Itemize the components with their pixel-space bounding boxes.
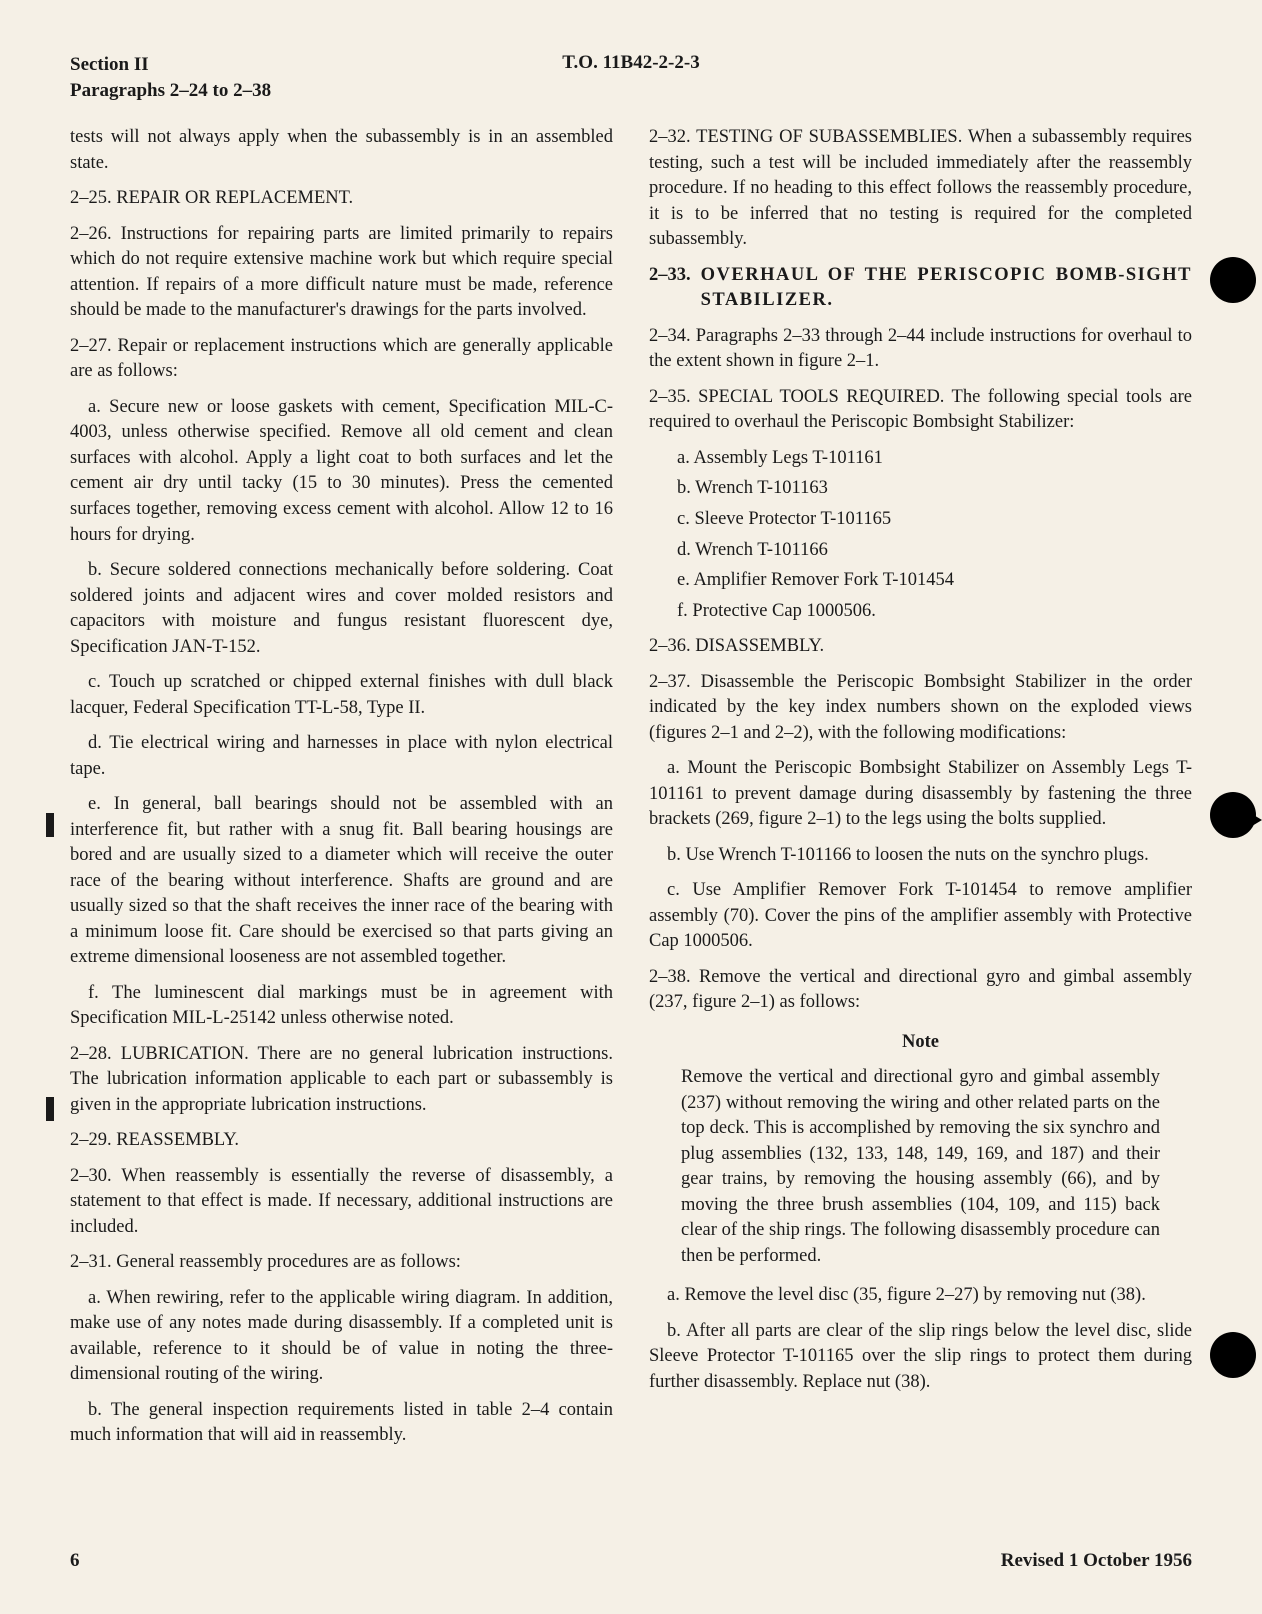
list-item: b. After all parts are clear of the slip… — [649, 1319, 1192, 1396]
note-body: Remove the vertical and directional gyro… — [681, 1065, 1160, 1269]
header-left: Section II Paragraphs 2–24 to 2–38 — [70, 52, 271, 103]
body-text: 2–37. Disassemble the Periscopic Bombsig… — [649, 670, 1192, 747]
section-heading: 2–33. OVERHAUL OF THE PERISCOPIC BOMB-SI… — [649, 263, 1192, 314]
note-block: Note Remove the vertical and directional… — [681, 1030, 1160, 1270]
list-item: f. The luminescent dial markings must be… — [70, 981, 613, 1032]
paragraph-heading: 2–29. REASSEMBLY. — [70, 1128, 613, 1154]
change-bar — [46, 813, 54, 837]
body-text: 2–27. Repair or replacement instructions… — [70, 334, 613, 385]
page-footer: 6 Revised 1 October 1956 — [70, 1550, 1192, 1572]
body-text: 2–30. When reassembly is essentially the… — [70, 1164, 613, 1241]
list-item: e. Amplifier Remover Fork T-101454 — [677, 568, 1192, 594]
punch-hole — [1210, 257, 1256, 303]
tech-order-number: T.O. 11B42-2-2-3 — [562, 52, 699, 74]
list-item: b. Secure soldered connections mechanica… — [70, 558, 613, 660]
revision-date: Revised 1 October 1956 — [1001, 1550, 1192, 1572]
section-title: OVERHAUL OF THE PERISCOPIC BOMB-SIGHT ST… — [701, 263, 1192, 314]
content-columns: tests will not always apply when the sub… — [70, 125, 1192, 1459]
list-item: b. Use Wrench T-101166 to loosen the nut… — [649, 843, 1192, 869]
section-number: 2–33. — [649, 263, 691, 314]
list-item: b. The general inspection requirements l… — [70, 1398, 613, 1449]
tool-list: a. Assembly Legs T-101161 b. Wrench T-10… — [677, 446, 1192, 624]
body-text: 2–35. SPECIAL TOOLS REQUIRED. The follow… — [649, 385, 1192, 436]
body-text: 2–38. Remove the vertical and directiona… — [649, 965, 1192, 1016]
list-item: a. When rewiring, refer to the applicabl… — [70, 1286, 613, 1388]
body-text: 2–31. General reassembly procedures are … — [70, 1250, 613, 1276]
list-item: c. Touch up scratched or chipped externa… — [70, 670, 613, 721]
note-title: Note — [681, 1030, 1160, 1056]
list-item: a. Mount the Periscopic Bombsight Stabil… — [649, 756, 1192, 833]
paragraph-range: Paragraphs 2–24 to 2–38 — [70, 78, 271, 104]
change-bar — [46, 1097, 54, 1121]
list-item: b. Wrench T-101163 — [677, 476, 1192, 502]
page: Section II Paragraphs 2–24 to 2–38 T.O. … — [70, 52, 1192, 1574]
punch-hole — [1210, 1332, 1256, 1378]
edge-notch — [1242, 808, 1262, 832]
body-text: 2–34. Paragraphs 2–33 through 2–44 inclu… — [649, 324, 1192, 375]
list-item: f. Protective Cap 1000506. — [677, 599, 1192, 625]
left-column: tests will not always apply when the sub… — [70, 125, 613, 1459]
list-item: a. Remove the level disc (35, figure 2–2… — [649, 1283, 1192, 1309]
section-label: Section II — [70, 52, 271, 78]
body-text: 2–32. TESTING OF SUBASSEMBLIES. When a s… — [649, 125, 1192, 253]
list-item: a. Assembly Legs T-101161 — [677, 446, 1192, 472]
list-item: e. In general, ball bearings should not … — [70, 792, 613, 971]
right-column: 2–32. TESTING OF SUBASSEMBLIES. When a s… — [649, 125, 1192, 1459]
list-item: c. Sleeve Protector T-101165 — [677, 507, 1192, 533]
list-item: d. Tie electrical wiring and harnesses i… — [70, 731, 613, 782]
page-header: Section II Paragraphs 2–24 to 2–38 T.O. … — [70, 52, 1192, 103]
list-item: c. Use Amplifier Remover Fork T-101454 t… — [649, 878, 1192, 955]
page-number: 6 — [70, 1550, 80, 1572]
body-text: 2–28. LUBRICATION. There are no general … — [70, 1042, 613, 1119]
list-item: d. Wrench T-101166 — [677, 538, 1192, 564]
paragraph-heading: 2–25. REPAIR OR REPLACEMENT. — [70, 186, 613, 212]
body-text: 2–26. Instructions for repairing parts a… — [70, 222, 613, 324]
list-item: a. Secure new or loose gaskets with ceme… — [70, 395, 613, 548]
body-text: tests will not always apply when the sub… — [70, 125, 613, 176]
paragraph-heading: 2–36. DISASSEMBLY. — [649, 634, 1192, 660]
